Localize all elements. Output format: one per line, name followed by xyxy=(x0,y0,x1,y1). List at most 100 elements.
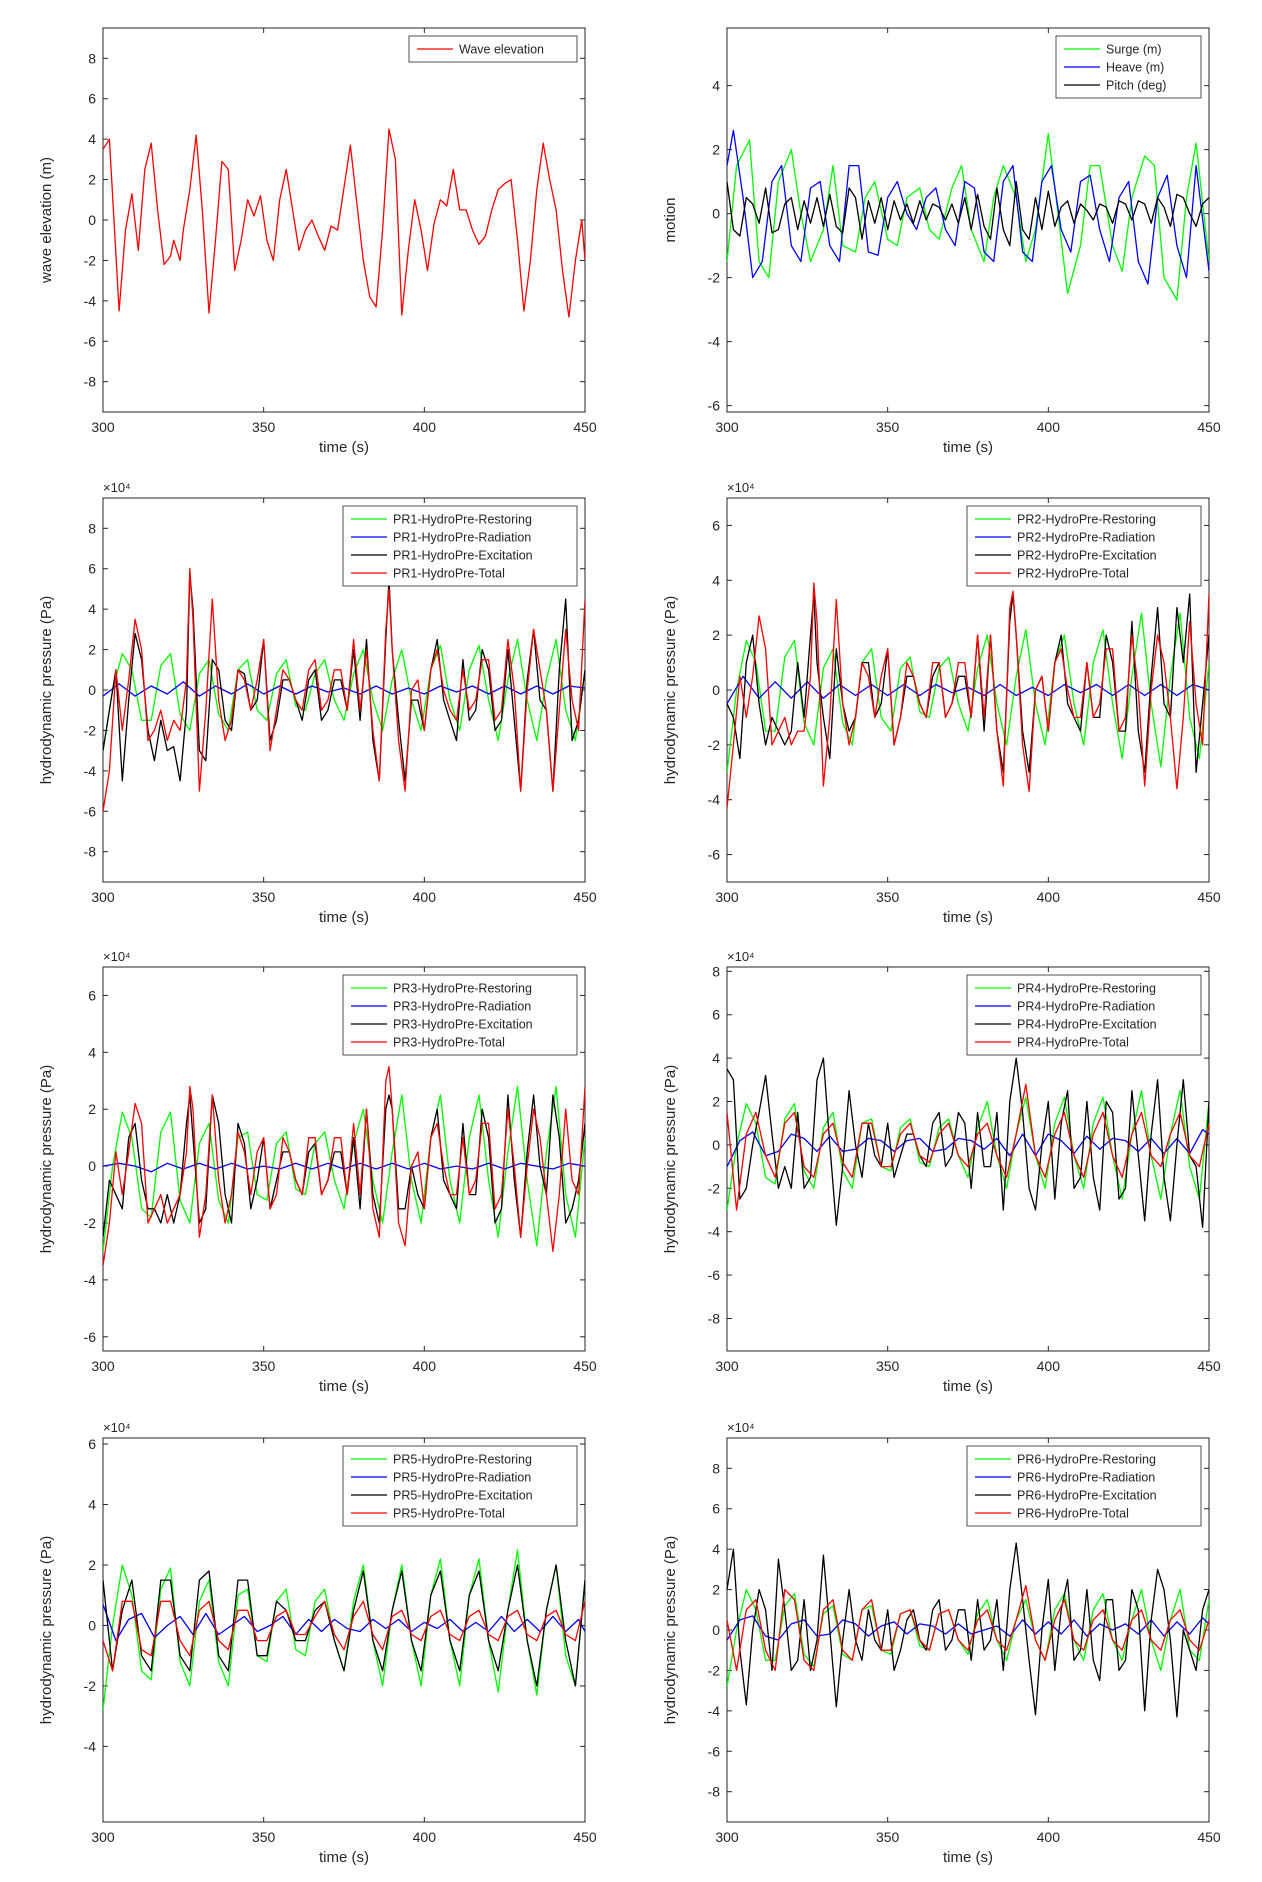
y-exponent-label: ×10⁴ xyxy=(103,1420,131,1435)
legend-label: PR4-HydroPre-Restoring xyxy=(1017,982,1156,996)
series-line-3 xyxy=(727,1542,1209,1718)
y-tick-label: 6 xyxy=(88,1436,96,1452)
legend-label: PR2-HydroPre-Restoring xyxy=(1017,513,1156,527)
series-line-1 xyxy=(727,1090,1209,1211)
x-tick-label: 400 xyxy=(413,1358,437,1374)
x-tick-label: 400 xyxy=(413,419,437,435)
y-exponent-label: ×10⁴ xyxy=(727,480,755,495)
chart-panel-7: 300 350 400 450 -4 -2 0 2 4 6 time (s) hydrodynamic… xyxy=(38,1420,597,1866)
y-tick-label: -6 xyxy=(708,1267,721,1283)
series-line-4 xyxy=(727,582,1209,808)
y-tick-label: 6 xyxy=(712,1007,720,1023)
series-line-3 xyxy=(727,180,1209,247)
y-tick-label: -2 xyxy=(84,1215,97,1231)
y-axis-label: motion xyxy=(662,197,679,242)
y-tick-label: 4 xyxy=(712,572,720,588)
legend: PR4-HydroPre-Restoring PR4-HydroPre-Radia… xyxy=(966,974,1202,1056)
legend-label: PR3-HydroPre-Total xyxy=(393,1036,505,1050)
series-line-3 xyxy=(103,1564,585,1687)
y-tick-label: -6 xyxy=(708,398,721,414)
x-tick-label: 400 xyxy=(1037,1829,1061,1845)
y-exponent-label: ×10⁴ xyxy=(727,949,755,964)
x-tick-label: 450 xyxy=(1197,1358,1221,1374)
y-tick-label: -2 xyxy=(708,737,721,753)
legend-label: PR2-HydroPre-Radiation xyxy=(1017,531,1155,545)
legend: PR2-HydroPre-Restoring PR2-HydroPre-Radia… xyxy=(966,505,1202,587)
y-tick-label: 2 xyxy=(712,142,720,158)
y-tick-label: -4 xyxy=(708,1224,721,1240)
series-line-1 xyxy=(727,1588,1209,1687)
x-tick-label: 450 xyxy=(1197,889,1221,905)
y-tick-label: -6 xyxy=(84,333,97,349)
y-tick-label: -6 xyxy=(708,847,721,863)
legend-label: PR2-HydroPre-Total xyxy=(1017,567,1129,581)
y-axis-label: hydrodynamic pressure (Pa) xyxy=(38,1536,55,1724)
y-tick-label: -4 xyxy=(84,1272,97,1288)
legend: PR6-HydroPre-Restoring PR6-HydroPre-Radia… xyxy=(966,1445,1202,1527)
legend: Surge (m) Heave (m) Pitch (deg) xyxy=(1055,35,1202,99)
plot-area xyxy=(102,27,586,413)
y-tick-label: -4 xyxy=(84,763,97,779)
legend: PR5-HydroPre-Restoring PR5-HydroPre-Radia… xyxy=(342,1445,578,1527)
y-tick-label: -8 xyxy=(84,374,97,390)
legend-label: PR6-HydroPre-Total xyxy=(1017,1507,1129,1521)
y-tick-label: -8 xyxy=(708,1784,721,1800)
legend-label: PR1-HydroPre-Excitation xyxy=(393,549,533,563)
x-tick-label: 350 xyxy=(876,1829,900,1845)
y-axis-label: hydrodynamic pressure (Pa) xyxy=(38,1065,55,1253)
y-axis-label: wave elevation (m) xyxy=(38,157,55,284)
legend-label: PR2-HydroPre-Excitation xyxy=(1017,549,1157,563)
y-tick-label: 4 xyxy=(88,1044,96,1060)
y-tick-label: -2 xyxy=(708,1180,721,1196)
legend-label: PR1-HydroPre-Radiation xyxy=(393,531,531,545)
y-axis-label: hydrodynamic pressure (Pa) xyxy=(662,1065,679,1253)
x-tick-label: 300 xyxy=(715,1358,739,1374)
legend-label: Pitch (deg) xyxy=(1106,79,1166,93)
x-tick-label: 300 xyxy=(91,1829,115,1845)
y-tick-label: 8 xyxy=(712,1460,720,1476)
legend-label: PR5-HydroPre-Restoring xyxy=(393,1453,532,1467)
x-tick-label: 300 xyxy=(91,419,115,435)
x-tick-label: 400 xyxy=(1037,889,1061,905)
series-line-1 xyxy=(103,1085,585,1252)
y-tick-label: 6 xyxy=(712,517,720,533)
legend-label: PR3-HydroPre-Excitation xyxy=(393,1018,533,1032)
y-tick-label: -2 xyxy=(708,270,721,286)
y-tick-label: 0 xyxy=(88,212,96,228)
y-axis-label: hydrodynamic pressure (Pa) xyxy=(662,1536,679,1724)
y-exponent-label: ×10⁴ xyxy=(727,1420,755,1435)
series-line-2 xyxy=(727,1615,1209,1641)
y-tick-label: -2 xyxy=(708,1662,721,1678)
legend-label: PR4-HydroPre-Radiation xyxy=(1017,1000,1155,1014)
x-tick-label: 400 xyxy=(1037,419,1061,435)
y-tick-label: 2 xyxy=(712,1094,720,1110)
legend-label: PR6-HydroPre-Excitation xyxy=(1017,1489,1157,1503)
series-line-4 xyxy=(727,1584,1209,1672)
legend-label: Wave elevation xyxy=(459,43,544,57)
series-line-4 xyxy=(103,1065,585,1266)
y-tick-label: -4 xyxy=(84,1738,97,1754)
legend-label: PR5-HydroPre-Radiation xyxy=(393,1471,531,1485)
x-tick-label: 450 xyxy=(1197,1829,1221,1845)
x-tick-label: 350 xyxy=(876,889,900,905)
x-axis-label: time (s) xyxy=(319,909,369,926)
series-line-3 xyxy=(103,572,585,792)
series-line-2 xyxy=(727,129,1209,285)
y-tick-label: 8 xyxy=(88,50,96,66)
x-tick-label: 350 xyxy=(876,1358,900,1374)
y-tick-label: 8 xyxy=(712,963,720,979)
series-line-1 xyxy=(727,612,1209,773)
chart-panel-2: 300 350 400 450 -6 -4 -2 0 2 4 time (s) motion Surge… xyxy=(662,27,1221,456)
x-tick-label: 300 xyxy=(91,889,115,905)
x-axis-label: time (s) xyxy=(319,439,369,456)
y-tick-label: 0 xyxy=(88,1158,96,1174)
y-tick-label: 2 xyxy=(88,1557,96,1573)
legend-label: PR1-HydroPre-Total xyxy=(393,567,505,581)
legend-label: PR6-HydroPre-Radiation xyxy=(1017,1471,1155,1485)
y-tick-label: 4 xyxy=(88,1497,96,1513)
y-tick-label: 2 xyxy=(712,627,720,643)
y-tick-label: 6 xyxy=(88,91,96,107)
y-tick-label: -6 xyxy=(84,1329,97,1345)
x-tick-label: 450 xyxy=(573,889,597,905)
